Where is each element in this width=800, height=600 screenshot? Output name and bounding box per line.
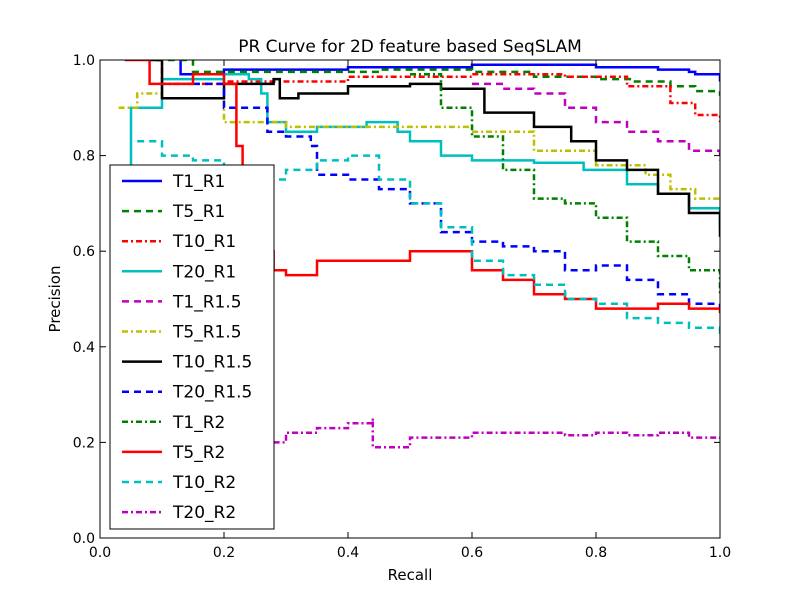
legend-label: T1_R2 xyxy=(172,413,225,433)
y-tick-label: 0.4 xyxy=(73,340,95,356)
x-tick-label: 0.0 xyxy=(89,545,111,561)
series-line-t20-r1-5 xyxy=(193,82,720,314)
ticks-layer: 0.0 0.2 0.4 0.6 0.8 1.0 0.0 0.2 0.4 0.6 0.8 1.0 xyxy=(73,53,731,561)
series-line-t5-r2 xyxy=(124,60,720,314)
series-layer xyxy=(112,60,720,449)
legend-label: T10_R1 xyxy=(172,232,236,252)
chart-title: PR Curve for 2D feature based SeqSLAM xyxy=(238,37,582,57)
legend-label: T1_R1 xyxy=(172,172,225,192)
plot-frame xyxy=(99,59,721,539)
legend-label: T10_R2 xyxy=(172,473,236,493)
legend-box xyxy=(109,164,275,530)
legend-label: T5_R1.5 xyxy=(172,323,242,343)
x-tick-label: 1.0 xyxy=(709,545,731,561)
x-tick-label: 0.2 xyxy=(213,545,235,561)
x-tick-label: 0.6 xyxy=(461,545,483,561)
legend: T1_R1 T5_R1 T10_R1 T20_R1 T1_R1.5 T5_R1.5 T10_… xyxy=(109,164,275,530)
y-tick-label: 0.8 xyxy=(73,149,95,165)
legend-label: T20_R1.5 xyxy=(172,383,252,403)
x-axis-label: Recall xyxy=(388,566,433,584)
series-line-t1-r2 xyxy=(410,73,720,295)
legend-label: T5_R2 xyxy=(172,443,225,463)
y-tick-label: 1.0 xyxy=(73,53,95,69)
series-line-t20-r1 xyxy=(112,73,720,228)
legend-label: T5_R1 xyxy=(172,202,225,222)
y-tick-label: 0.6 xyxy=(73,244,95,260)
legend-label: T20_R2 xyxy=(172,503,236,523)
series-line-t20-r2 xyxy=(273,418,720,449)
y-tick-label: 0.0 xyxy=(73,531,95,547)
legend-label: T20_R1 xyxy=(172,262,236,282)
series-line-t1-r1-5 xyxy=(472,82,720,161)
series-line-t5-r1 xyxy=(155,60,720,96)
series-line-t10-r2 xyxy=(137,140,720,338)
x-tick-label: 0.4 xyxy=(337,545,359,561)
legend-label: T10_R1.5 xyxy=(172,353,252,373)
legend-label: T1_R1.5 xyxy=(172,292,242,312)
y-tick-label: 0.2 xyxy=(73,435,95,451)
x-tick-label: 0.8 xyxy=(585,545,607,561)
y-axis-label: Precision xyxy=(46,266,64,333)
